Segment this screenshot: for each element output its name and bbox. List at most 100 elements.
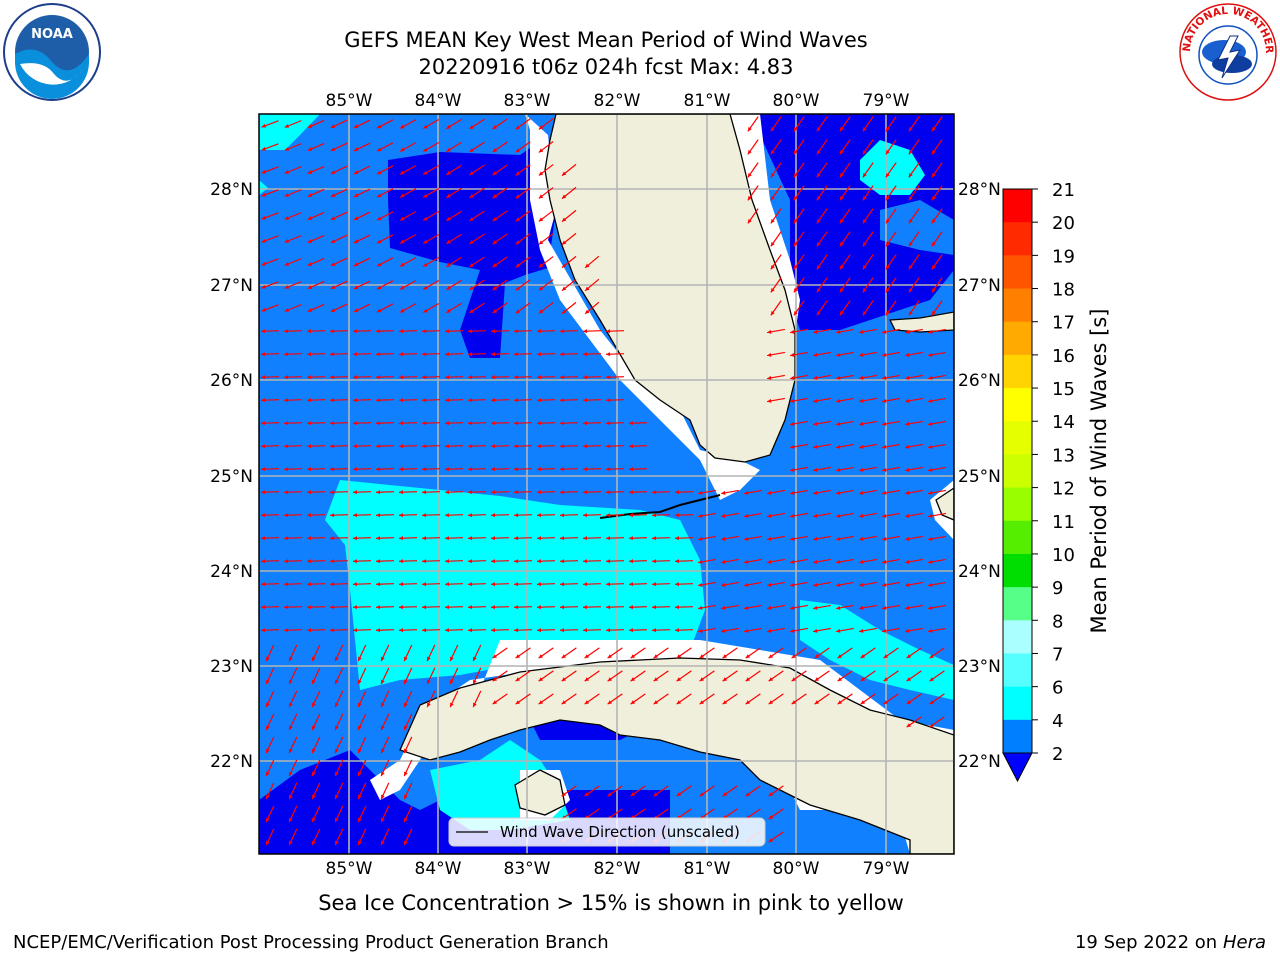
land-polygon — [935, 487, 954, 521]
wave-direction-arrowhead — [445, 421, 450, 426]
wave-direction-arrowhead — [289, 748, 293, 754]
wave-direction-arrowhead — [422, 467, 427, 472]
wave-direction-arrowhead — [261, 146, 267, 151]
wave-direction-arrowhead — [335, 817, 339, 823]
wave-direction-arrowhead — [284, 147, 290, 151]
wave-direction-arrowhead — [721, 582, 726, 587]
wave-direction-arrowhead — [358, 725, 362, 731]
wave-direction-arrowhead — [675, 582, 680, 587]
lon-tick-top: 82°W — [594, 91, 641, 111]
wave-direction-arrowhead — [377, 170, 382, 175]
credit-text: NCEP/EMC/Verification Post Processing Pr… — [13, 932, 609, 953]
wave-direction-arrowhead — [445, 352, 450, 357]
wave-direction-arrowhead — [859, 628, 864, 633]
wave-direction-arrowhead — [284, 216, 290, 220]
wave-direction-arrowhead — [400, 124, 405, 129]
wave-direction-arrowhead — [491, 582, 496, 587]
wave-direction-arrowhead — [284, 490, 289, 495]
wave-direction-arrowhead — [330, 308, 336, 312]
wave-direction-arrowhead — [931, 218, 936, 224]
lat-tick-right: 27°N — [958, 276, 1001, 296]
wave-direction-arrowhead — [514, 628, 519, 633]
wave-direction-arrowhead — [515, 148, 521, 153]
wave-direction-arrowhead — [837, 677, 843, 682]
wave-direction-arrowhead — [561, 792, 567, 797]
wave-direction-arrowhead — [312, 656, 316, 662]
wave-direction-arrowhead — [561, 217, 567, 222]
wave-direction-arrowhead — [744, 628, 749, 633]
wave-direction-arrowhead — [561, 263, 567, 268]
wave-direction-arrowhead — [537, 582, 542, 587]
wave-direction-arrowhead — [381, 679, 385, 685]
wave-direction-arrowhead — [261, 467, 266, 472]
wave-direction-arrowhead — [883, 700, 889, 705]
wave-direction-arrowhead — [744, 513, 749, 518]
colorbar-segment — [1003, 354, 1032, 389]
wave-direction-arrowhead — [859, 467, 864, 472]
wave-direction-arrowhead — [836, 444, 841, 449]
wave-direction-arrowhead — [908, 126, 913, 132]
wave-direction-arrowhead — [330, 170, 336, 174]
wave-direction-arrowhead — [492, 240, 498, 245]
wave-direction-arrowhead — [883, 654, 889, 659]
wave-direction-arrowhead — [931, 149, 936, 155]
wave-direction-arrowhead — [376, 444, 381, 449]
wave-direction-arrowhead — [744, 490, 749, 495]
colorbar-segment — [1003, 255, 1032, 290]
wave-direction-arrowhead — [446, 170, 451, 175]
wave-direction-arrowhead — [584, 677, 590, 682]
wave-direction-arrowhead — [839, 310, 844, 316]
wave-direction-arrowhead — [469, 125, 474, 129]
wave-direction-arrowhead — [931, 195, 936, 201]
wave-direction-arrowhead — [381, 794, 385, 800]
wave-direction-arrowhead — [307, 352, 312, 357]
wave-direction-arrowhead — [446, 239, 451, 244]
wave-direction-arrowhead — [473, 679, 477, 685]
wave-direction-arrowhead — [767, 329, 772, 334]
wave-direction-arrowhead — [515, 125, 521, 130]
wave-direction-arrowhead — [468, 352, 473, 357]
wave-direction-arrowhead — [767, 536, 772, 541]
wave-direction-arrowhead — [423, 147, 428, 152]
wave-direction-arrowhead — [330, 467, 335, 472]
wave-direction-arrowhead — [400, 308, 405, 313]
nws-logo-icon: NATIONAL WEATHER SERVICE — [1178, 2, 1277, 101]
colorbar-segment — [1003, 321, 1032, 356]
sea-ice-note: Sea Ice Concentration > 15% is shown in … — [318, 891, 904, 915]
wave-direction-arrowhead — [404, 748, 408, 754]
wave-direction-arrowhead — [376, 490, 381, 495]
wave-direction-arrowhead — [813, 628, 818, 633]
colorbar-tick-label: 16 — [1052, 346, 1075, 367]
wave-direction-arrowhead — [422, 421, 427, 426]
wave-direction-arrowhead — [652, 559, 657, 564]
wave-direction-arrowhead — [928, 628, 933, 633]
wave-direction-arrowhead — [836, 490, 841, 495]
wave-direction-arrowhead — [422, 352, 427, 357]
lon-tick-top: 83°W — [504, 91, 551, 111]
wave-direction-arrowhead — [882, 352, 887, 357]
lat-tick-left: 27°N — [210, 276, 253, 296]
wave-direction-arrowhead — [747, 172, 752, 178]
wave-direction-arrowhead — [606, 513, 611, 518]
wave-direction-arrowhead — [284, 193, 290, 197]
wave-direction-arrowhead — [699, 677, 705, 682]
wave-direction-arrowhead — [423, 308, 428, 313]
wave-direction-arrowhead — [928, 605, 933, 610]
wave-direction-arrowhead — [537, 467, 542, 472]
wave-direction-arrowhead — [561, 171, 567, 176]
wave-direction-arrowhead — [931, 287, 936, 293]
wave-direction-arrowhead — [583, 329, 588, 334]
wave-direction-arrowhead — [335, 771, 339, 777]
wave-direction-arrowhead — [514, 559, 519, 564]
wave-direction-arrowhead — [381, 840, 385, 846]
wave-direction-arrowhead — [885, 195, 890, 201]
wave-direction-arrowhead — [492, 309, 498, 314]
wave-direction-arrowhead — [747, 218, 752, 224]
wave-direction-arrowhead — [561, 194, 567, 199]
wave-direction-arrowhead — [816, 241, 821, 247]
wave-direction-arrowhead — [675, 559, 680, 564]
wave-direction-arrowhead — [882, 536, 887, 541]
wave-direction-arrowhead — [284, 308, 290, 312]
wave-direction-arrowhead — [423, 262, 428, 267]
wave-direction-arrowhead — [931, 310, 936, 316]
